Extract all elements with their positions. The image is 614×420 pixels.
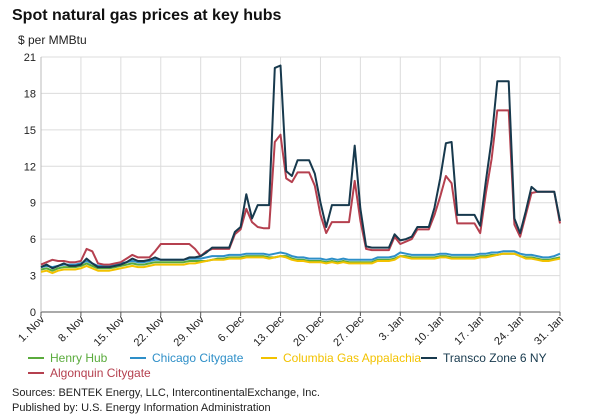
y-tick-label: 9	[30, 198, 36, 210]
x-tick-label: 3. Jan	[377, 314, 407, 344]
x-tick-label: 22. Nov	[132, 313, 168, 349]
y-tick-label: 12	[24, 161, 36, 173]
y-tick-label: 18	[24, 88, 36, 100]
x-tick-label: 27. Dec	[331, 313, 367, 349]
y-tick-label: 6	[30, 234, 36, 246]
legend-label: Henry Hub	[50, 351, 108, 365]
legend-item: Transco Zone 6 NY	[421, 351, 547, 365]
legend-swatch	[28, 372, 44, 374]
x-tick-label: 20. Dec	[291, 313, 327, 349]
legend-swatch	[421, 357, 437, 359]
x-tick-label: 10. Jan	[412, 314, 446, 348]
legend-label: Algonquin Citygate	[50, 366, 151, 380]
legend-swatch	[261, 357, 277, 359]
legend-label: Chicago Citygate	[152, 351, 244, 365]
legend-item: Columbia Gas Appalachia	[261, 351, 421, 365]
y-tick-label: 3	[30, 271, 36, 283]
y-tick-label: 0	[30, 307, 36, 319]
x-tick-label: 24. Jan	[492, 314, 526, 348]
y-axis-unit-label: $ per MMBtu	[18, 33, 87, 47]
series-line-columbia-gas-appalachia	[40, 252, 561, 275]
sources-note: Sources: BENTEK Energy, LLC, Intercontin…	[12, 387, 320, 399]
legend-label: Transco Zone 6 NY	[443, 351, 547, 365]
legend-item: Chicago Citygate	[130, 351, 243, 365]
y-tick-label: 15	[24, 125, 36, 137]
y-tick-label: 21	[24, 52, 36, 64]
series-line-henry-hub	[40, 252, 561, 272]
series-line-transco-zone-6-ny	[40, 64, 561, 270]
x-tick-label: 8. Nov	[56, 313, 87, 344]
series-line-algonquin-citygate	[40, 109, 561, 266]
x-tick-label: 31. Jan	[532, 314, 566, 348]
legend-item: Henry Hub	[28, 351, 107, 365]
chart-title: Spot natural gas prices at key hubs	[12, 7, 282, 24]
x-tick-label: 17. Jan	[452, 314, 486, 348]
x-tick-label: 13. Dec	[251, 313, 287, 349]
legend-label: Columbia Gas Appalachia	[283, 351, 422, 365]
legend-item: Algonquin Citygate	[28, 366, 151, 380]
x-tick-label: 15. Nov	[92, 313, 128, 349]
x-tick-label: 29. Nov	[172, 313, 208, 349]
publisher-note: Published by: U.S. Energy Information Ad…	[12, 402, 271, 414]
chart-footer: Sources: BENTEK Energy, LLC, Intercontin…	[12, 386, 320, 416]
legend-swatch	[130, 357, 146, 359]
legend-swatch	[28, 357, 44, 359]
x-tick-label: 6. Dec	[216, 313, 247, 344]
